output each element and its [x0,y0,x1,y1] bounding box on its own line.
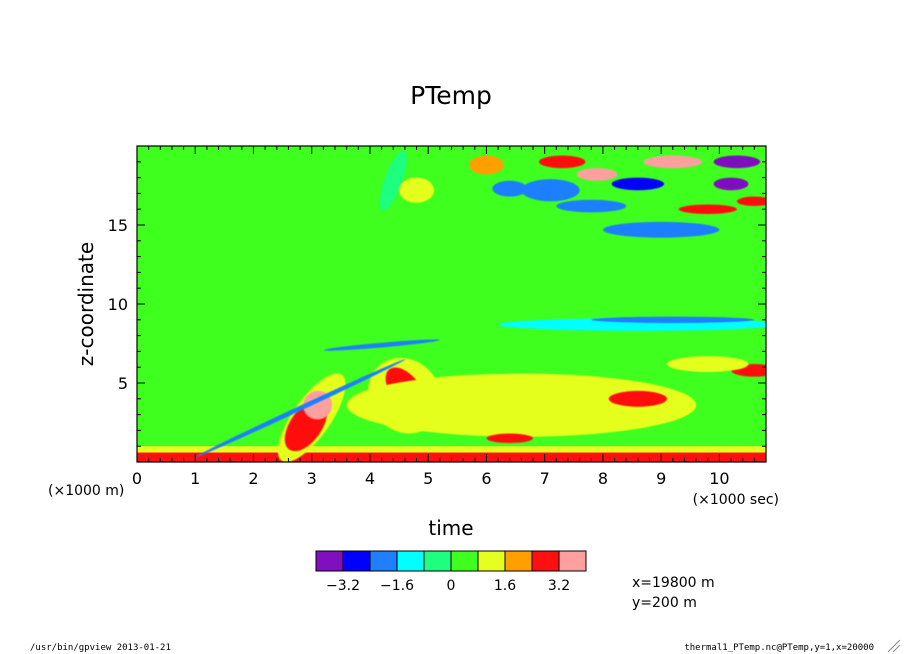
colorbar-swatch [504,550,533,572]
heatmap-region [556,199,627,213]
colorbar-swatch [450,550,479,572]
y-tick-label: 15 [108,216,128,235]
colorbar-label: 0 [447,578,456,594]
heatmap-region [379,150,407,211]
y-axis-unit: (×1000 m) [48,483,124,499]
colorbar-swatch [423,550,452,572]
colorbar-swatch [531,550,560,572]
heatmap-region [591,316,755,323]
heatmap-region [713,177,749,191]
resize-grip-icon[interactable] [887,639,901,653]
axis-ticks: 0 1 2 3 4 5 6 7 8 9 10 5 10 15 [108,145,767,488]
x-tick-label: 7 [540,469,550,488]
heatmap-region [486,433,534,444]
heatmap-region [194,359,406,458]
x-tick-label: 3 [307,469,317,488]
x-axis-unit: (×1000 sec) [693,492,779,508]
x-tick-label: 9 [656,469,666,488]
x-tick-label: 10 [709,469,729,488]
heatmap-region [399,177,435,203]
heatmap-region [576,168,618,181]
heatmap-region [468,155,504,175]
x-tick-label: 5 [423,469,433,488]
x-tick-label: 6 [481,469,491,488]
chart-title: PTemp [410,81,492,110]
y-tick-label: 10 [108,295,128,314]
colorbar-label: 3.2 [548,578,570,594]
position-x-text: x=19800 m [632,575,715,591]
y-axis-label: z-coordinate [74,242,98,366]
x-tick-label: 8 [598,469,608,488]
colorbar-swatch [396,550,425,572]
colorbar-swatch [315,550,344,572]
heatmap-plot-area [137,146,766,462]
heatmap-region [602,221,720,238]
heatmap-region [323,339,440,351]
colorbar-label: −1.6 [380,578,414,594]
position-y-text: y=200 m [632,595,697,611]
x-tick-label: 4 [365,469,375,488]
heatmap-region [608,390,667,407]
colorbar-label: 1.6 [494,578,516,594]
heatmap-region [137,446,766,453]
x-tick-label: 0 [132,469,142,488]
heatmap-region [538,155,586,169]
heatmap-region [611,177,665,191]
footer-right-text: thermal1_PTemp.nc@PTemp,y=1,x=20000 [684,643,874,653]
colorbar: −3.2 −1.6 0 1.6 3.2 [315,550,587,594]
colorbar-label: −3.2 [326,578,360,594]
heatmap-region [678,204,737,214]
heatmap-region [346,373,697,437]
heatmap-region [713,155,761,169]
x-tick-label: 1 [190,469,200,488]
heatmap-region [137,452,766,462]
colorbar-swatch [342,550,371,572]
x-tick-label: 2 [248,469,258,488]
colorbar-swatch [369,550,398,572]
heatmap-region [736,196,766,207]
heatmap-region [666,356,749,372]
heatmap-region [643,155,702,169]
footer-left-text: /usr/bin/gpview 2013-01-21 [30,643,171,653]
x-axis-label: time [428,516,473,540]
heatmap-region [492,180,528,197]
colorbar-swatch [558,550,587,572]
heatmap-region [521,179,580,202]
y-tick-label: 5 [118,374,128,393]
colorbar-swatch [477,550,506,572]
